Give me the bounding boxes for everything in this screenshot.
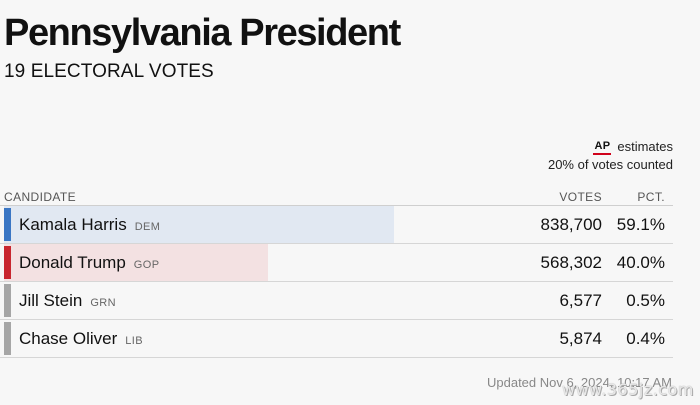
- vote-percent: 59.1%: [616, 215, 665, 234]
- vote-percent: 40.0%: [616, 253, 665, 272]
- candidate-name: Chase Oliver LIB: [19, 328, 143, 352]
- table-row: Jill Stein GRN 6,577 0.5%: [0, 282, 673, 320]
- electoral-votes-subtitle: 19 ELECTORAL VOTES: [4, 61, 214, 82]
- candidate-name: Donald Trump GOP: [19, 252, 159, 276]
- ap-estimates: AP estimates: [593, 138, 673, 156]
- table-header: CANDIDATE VOTES PCT.: [0, 188, 673, 206]
- site-watermark: www.365jz.com: [561, 380, 694, 399]
- candidate-name: Jill Stein GRN: [19, 290, 116, 314]
- results-table: Kamala Harris DEM 838,700 59.1% Donald Tr…: [0, 206, 673, 358]
- updated-timestamp: Updated Nov 6, 2024, 10:17 AM: [486, 375, 672, 390]
- vote-count: 6,577: [559, 291, 602, 310]
- candidate-name-text: Donald Trump: [19, 253, 126, 272]
- table-row: Donald Trump GOP 568,302 40.0%: [0, 244, 673, 282]
- candidate-name-text: Chase Oliver: [19, 329, 118, 348]
- vote-percent: 0.5%: [626, 291, 665, 310]
- column-header-pct: PCT.: [637, 190, 665, 204]
- party-label: GOP: [133, 259, 160, 271]
- vote-percent: 0.4%: [626, 329, 665, 348]
- vote-share-fill: [4, 206, 394, 243]
- party-label: LIB: [125, 335, 143, 347]
- table-row: Kamala Harris DEM 838,700 59.1%: [0, 206, 673, 244]
- candidate-name-text: Kamala Harris: [19, 215, 127, 234]
- vote-count: 568,302: [540, 253, 602, 272]
- party-color-bar: [4, 246, 11, 279]
- estimates-label: estimates: [617, 139, 673, 154]
- ap-logo: AP: [593, 140, 612, 155]
- candidate-name: Kamala Harris DEM: [19, 214, 160, 238]
- table-row: Chase Oliver LIB 5,874 0.4%: [0, 320, 673, 358]
- page-title: Pennsylvania President: [4, 12, 401, 54]
- candidate-name-text: Jill Stein: [19, 291, 83, 310]
- party-color-bar: [4, 208, 11, 241]
- column-header-candidate: CANDIDATE: [4, 190, 77, 204]
- vote-count: 5,874: [559, 329, 602, 348]
- column-header-votes: VOTES: [559, 190, 602, 204]
- party-color-bar: [4, 284, 11, 317]
- vote-share-fill: [4, 244, 268, 281]
- party-label: GRN: [90, 297, 116, 309]
- vote-count: 838,700: [540, 215, 602, 234]
- party-label: DEM: [134, 221, 161, 233]
- votes-counted-text: 20% of votes counted: [547, 157, 673, 172]
- party-color-bar: [4, 322, 11, 355]
